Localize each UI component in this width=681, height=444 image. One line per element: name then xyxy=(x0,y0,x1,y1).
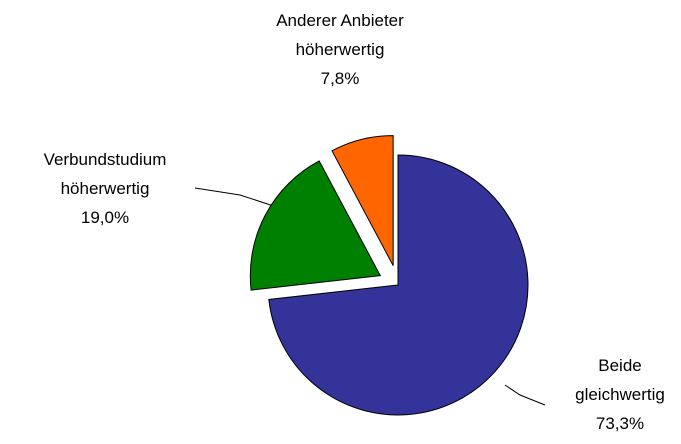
slice-label: Anderer Anbieter höherwertig 7,8% xyxy=(250,6,430,93)
category-label: Beide gleichwertig xyxy=(575,356,665,404)
pie-slice xyxy=(268,154,529,416)
value-label: 73,3% xyxy=(595,414,645,433)
pie-slice xyxy=(249,160,382,291)
category-label: Verbundstudium höherwertig xyxy=(43,150,167,198)
pie-slice xyxy=(331,135,394,266)
slice-label: Beide gleichwertig 73,3% xyxy=(560,351,680,438)
value-label: 19,0% xyxy=(80,208,130,227)
leader-line xyxy=(504,384,546,406)
category-label: Anderer Anbieter höherwertig xyxy=(276,11,404,59)
value-label: 7,8% xyxy=(320,69,360,88)
slice-label: Verbundstudium höherwertig 19,0% xyxy=(15,145,195,232)
